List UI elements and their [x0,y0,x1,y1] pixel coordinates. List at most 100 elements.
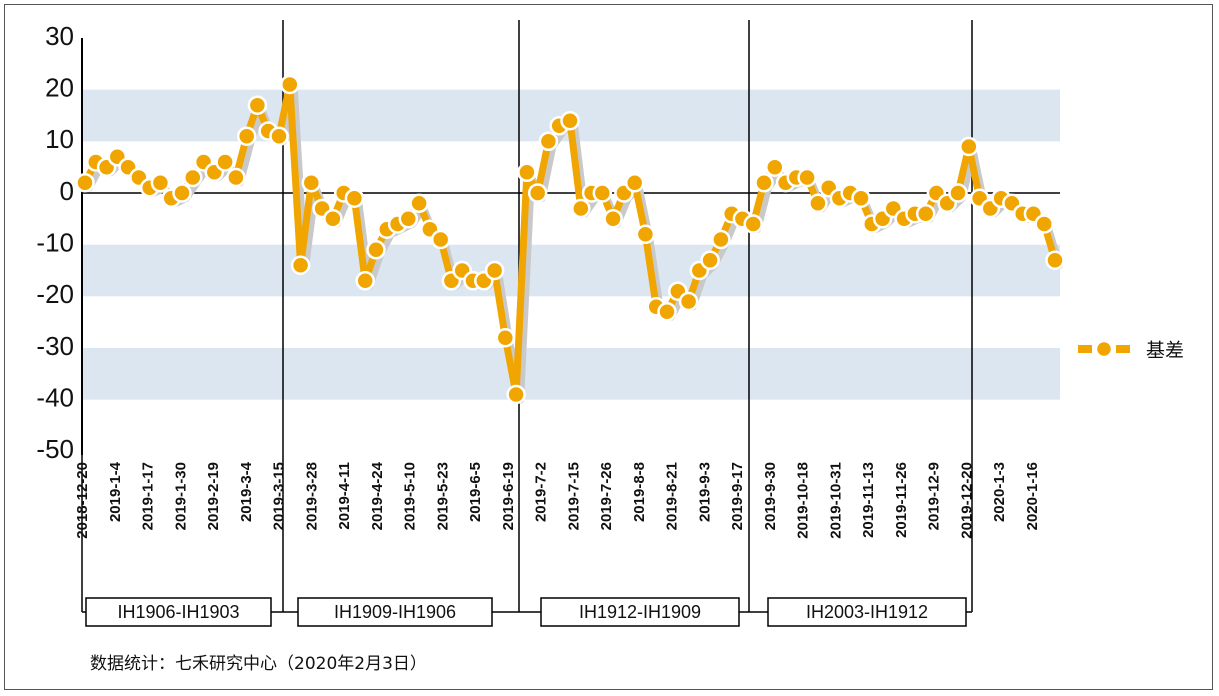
x-tick-label: 2020-1-3 [991,462,1008,522]
data-point [430,229,451,250]
data-point [538,131,559,152]
data-point [183,167,203,188]
x-tick-label: 2019-4-24 [369,461,386,530]
data-point [290,255,311,276]
x-tick-labels: 2018-12-20 2019-1-4 2019-1-17 2019-1-30 2019… [74,461,1041,538]
data-point [495,327,516,348]
data-point [808,193,828,214]
data-point [603,209,623,229]
contract-period-box [85,597,272,627]
x-tick-label: 2019-5-10 [402,462,419,530]
x-tick-label: 2019-1-4 [107,461,124,522]
y-tick-label: 0 [60,176,74,206]
data-point [915,203,936,224]
data-point [226,167,246,188]
x-tick-label: 2019-11-26 [893,462,910,538]
data-point [592,183,613,203]
x-tick-label: 2019-2-19 [205,462,222,530]
x-tick-label: 2019-10-31 [827,462,844,539]
data-point [948,183,968,203]
x-tick-label: 2019-9-17 [729,462,746,530]
data-point [269,126,289,146]
y-tick-label: -40 [36,383,74,413]
y-tick-label: -10 [36,228,74,258]
legend-marker [1094,339,1114,359]
x-tick-label: 2018-12-20 [74,462,91,539]
data-point [150,172,171,193]
y-tick-labels: 30 20 10 0 -10 -20 -30 -40 -50 [36,21,74,464]
contract-period-box [297,597,493,627]
data-point [797,167,817,188]
data-point [247,95,268,115]
x-tick-label: 2019-6-19 [500,462,517,530]
series-basis [75,74,1065,405]
data-point [700,250,720,270]
x-tick-label: 2019-7-15 [565,462,582,530]
y-tick-label: 10 [45,124,74,154]
x-tick-label: 2019-6-5 [467,462,484,522]
contract-period-label: IH1912-IH1909 [579,602,701,622]
data-point [344,188,365,208]
x-tick-label: 2019-8-21 [664,462,681,530]
grid-band-2 [82,244,1060,297]
data-point [657,302,677,322]
grid-band-3 [82,348,1060,400]
data-point [527,183,548,203]
y-tick-label: -30 [36,331,74,361]
data-point [711,229,731,250]
data-point [1045,250,1065,270]
x-tick-label: 2019-3-4 [238,461,255,522]
legend-label: 基差 [1146,340,1184,362]
data-point [75,172,95,193]
data-point [484,260,505,281]
data-point [743,214,763,234]
data-point [571,198,591,219]
data-point [560,110,580,131]
data-point [754,172,774,193]
y-tick-label: -20 [36,279,74,309]
x-tick-label: 2019-1-17 [140,462,157,530]
data-point [1034,214,1054,234]
data-point [398,209,419,229]
data-point [366,240,386,260]
contract-period-box [767,597,967,627]
data-point [355,271,375,291]
x-tick-label: 2019-3-28 [303,462,320,530]
data-point [506,384,526,405]
contract-period-label: IH2003-IH1912 [806,602,928,622]
source-note: 数据统计：七禾研究中心（2020年2月3日） [90,654,427,674]
contract-period-box [540,597,740,627]
data-point [323,209,343,229]
data-point [172,183,192,203]
contract-period-label: IH1906-IH1903 [117,602,239,622]
legend: 基差 [1078,340,1184,362]
x-tick-label: 2019-3-15 [271,462,288,530]
x-tick-label: 2019-10-18 [795,462,812,539]
data-point [215,152,235,172]
x-tick-label: 2019-12-20 [959,462,976,539]
x-tick-label: 2019-8-8 [631,462,648,522]
x-tick-label: 2019-7-26 [598,462,615,530]
x-tick-label: 2019-5-23 [434,462,451,530]
data-point [635,224,656,245]
x-tick-label: 2020-1-16 [1024,462,1041,530]
data-point [765,157,785,177]
data-point [301,172,322,193]
data-point [624,172,645,193]
data-point [280,74,300,95]
x-tick-label: 2019-4-11 [336,462,353,530]
y-tick-label: 20 [45,73,74,103]
contract-period-labels: IH1906-IH1903 IH1909-IH1906 IH1912-IH1909 I… [82,597,972,627]
x-tick-label: 2019-12-9 [926,462,943,530]
y-tick-label: 30 [45,21,74,51]
y-tick-label: -50 [36,434,74,464]
x-tick-label: 2019-7-2 [533,462,550,522]
data-point [236,126,257,146]
x-tick-label: 2019-1-30 [172,462,189,530]
data-point [409,193,429,214]
contract-period-label: IH1909-IH1906 [334,602,456,622]
x-tick-label: 2019-11-13 [860,462,877,538]
data-point [959,136,979,157]
data-point [851,188,871,208]
